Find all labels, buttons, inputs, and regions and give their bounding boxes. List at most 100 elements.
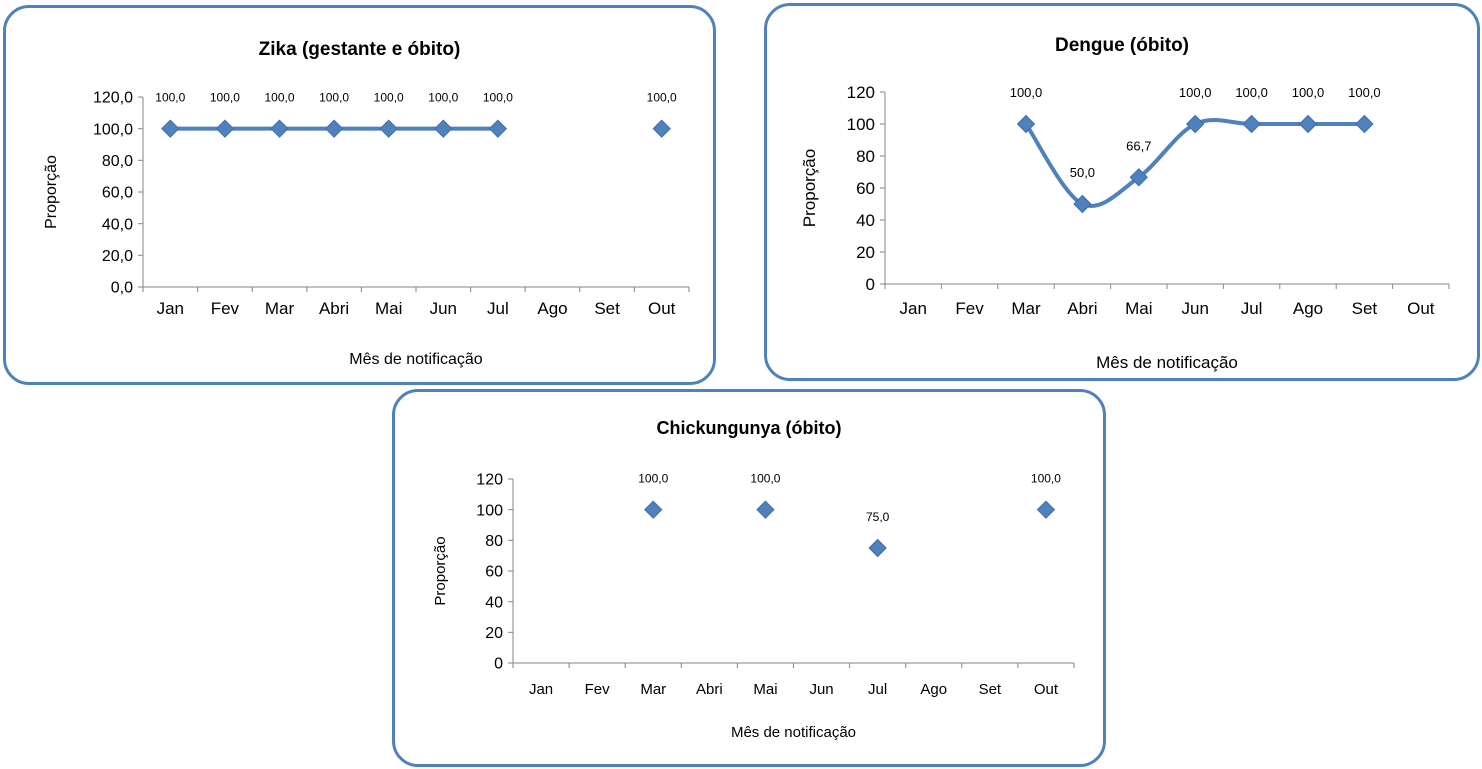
data-point-marker xyxy=(1298,114,1318,134)
x-tick-label: Mar xyxy=(265,299,295,318)
data-point-marker xyxy=(434,119,453,138)
y-axis-title: Proporção xyxy=(432,536,449,605)
data-label: 100,0 xyxy=(647,91,677,105)
x-tick-label: Set xyxy=(594,299,620,318)
x-tick-label: Mar xyxy=(1011,299,1041,318)
y-axis-title: Proporção xyxy=(800,149,819,227)
y-tick-label: 80,0 xyxy=(102,153,133,170)
data-label: 100,0 xyxy=(428,91,458,105)
x-tick-label: Mar xyxy=(640,681,666,698)
x-tick-label: Abri xyxy=(696,681,723,698)
chart-title: Dengue (óbito) xyxy=(1055,35,1189,56)
data-point-marker xyxy=(1073,194,1092,214)
data-label: 100,0 xyxy=(1010,85,1043,100)
y-tick-label: 20,0 xyxy=(102,248,133,265)
x-tick-label: Jun xyxy=(1181,299,1208,318)
data-point-marker xyxy=(324,119,344,138)
data-label: 66,7 xyxy=(1126,138,1151,153)
data-label: 100,0 xyxy=(638,472,668,486)
data-point-marker xyxy=(644,500,663,519)
y-tick-label: 40 xyxy=(485,594,503,611)
x-tick-label: Fev xyxy=(585,681,611,698)
x-tick-label: Mai xyxy=(753,681,777,698)
data-label: 100,0 xyxy=(1179,85,1212,100)
y-tick-label: 0 xyxy=(494,656,503,673)
data-label: 75,0 xyxy=(866,510,890,524)
data-point-marker xyxy=(1016,114,1036,134)
y-tick-label: 60 xyxy=(485,564,503,581)
y-tick-label: 0 xyxy=(866,275,875,294)
x-tick-label: Ago xyxy=(920,681,947,698)
y-tick-label: 120,0 xyxy=(93,90,133,107)
data-label: 100,0 xyxy=(1348,85,1381,100)
x-tick-label: Fev xyxy=(955,299,984,318)
y-tick-label: 40,0 xyxy=(102,216,133,233)
x-tick-label: Set xyxy=(979,681,1002,698)
data-point-marker xyxy=(1242,114,1261,134)
data-label: 100,0 xyxy=(750,472,780,486)
data-label: 100,0 xyxy=(1235,85,1268,100)
x-tick-label: Mai xyxy=(1125,299,1152,318)
data-point-marker xyxy=(868,538,887,558)
data-point-marker xyxy=(488,119,508,138)
data-label: 100,0 xyxy=(1292,85,1325,100)
chart-chickungunya: Chickungunya (óbito) 0 20 40 60 80 100 120 Jan Fe… xyxy=(432,418,1075,741)
data-label: 100,0 xyxy=(210,91,240,105)
x-tick-label: Mai xyxy=(375,299,402,318)
y-tick-label: 0,0 xyxy=(111,280,133,297)
x-tick-label: Jan xyxy=(529,681,553,698)
x-tick-label: Jan xyxy=(157,299,184,318)
y-axis-title: Proporção xyxy=(43,155,60,229)
x-tick-label: Ago xyxy=(1293,299,1323,318)
y-tick-label: 80 xyxy=(856,147,875,166)
chart-panel-chickungunya: Chickungunya (óbito) 0 20 40 60 80 100 120 Jan Fe… xyxy=(392,389,1106,767)
data-label: 50,0 xyxy=(1070,165,1095,180)
y-tick-label: 80 xyxy=(485,533,503,550)
chart-zika: Zika (gestante e óbito) 0,0 20,0 40,0 60,0 80… xyxy=(43,39,690,368)
x-axis-title: Mês de notificação xyxy=(1096,353,1238,372)
y-tick-label: 60 xyxy=(856,179,875,198)
x-tick-label: Jul xyxy=(1241,299,1263,318)
data-point-marker xyxy=(215,119,235,138)
chart-panel-zika: Zika (gestante e óbito) 0,0 20,0 40,0 60,0 80… xyxy=(3,5,716,385)
x-tick-label: Jul xyxy=(868,681,887,698)
x-tick-label: Out xyxy=(1407,299,1435,318)
y-tick-label: 120 xyxy=(847,83,875,102)
chart-title: Chickungunya (óbito) xyxy=(657,418,842,438)
y-tick-label: 20 xyxy=(485,625,503,642)
x-tick-label: Jan xyxy=(899,299,926,318)
data-point-marker xyxy=(1129,168,1149,187)
data-point-marker xyxy=(379,119,398,138)
y-tick-label: 20 xyxy=(856,243,875,262)
x-tick-label: Out xyxy=(648,299,676,318)
x-tick-label: Out xyxy=(1034,681,1059,698)
x-tick-label: Jun xyxy=(430,299,457,318)
data-point-marker xyxy=(1355,114,1374,134)
data-label: 100,0 xyxy=(155,91,185,105)
y-tick-label: 100,0 xyxy=(93,121,133,138)
x-tick-label: Fev xyxy=(211,299,240,318)
x-tick-label: Set xyxy=(1352,299,1378,318)
data-point-marker xyxy=(756,500,775,519)
y-tick-label: 100 xyxy=(847,115,875,134)
x-tick-label: Jul xyxy=(487,299,509,318)
x-tick-label: Ago xyxy=(537,299,567,318)
y-tick-label: 120 xyxy=(476,472,503,489)
data-label: 100,0 xyxy=(1031,472,1061,486)
data-point-marker xyxy=(161,119,180,138)
x-axis-title: Mês de notificação xyxy=(731,724,856,741)
y-tick-label: 40 xyxy=(856,211,875,230)
data-point-marker xyxy=(1036,500,1056,519)
x-tick-label: Jun xyxy=(809,681,833,698)
data-label: 100,0 xyxy=(319,91,349,105)
chart-panel-dengue: Dengue (óbito) 0 20 40 60 80 100 120 Jan Fev Mar Ab… xyxy=(764,3,1480,381)
x-axis-title: Mês de notificação xyxy=(349,351,483,368)
data-point-marker xyxy=(1185,114,1205,134)
data-point-marker xyxy=(270,119,289,138)
data-point-marker xyxy=(652,119,671,138)
data-label: 100,0 xyxy=(264,91,294,105)
data-label: 100,0 xyxy=(483,91,513,105)
x-tick-label: Abri xyxy=(319,299,349,318)
y-tick-label: 100 xyxy=(476,502,503,519)
chart-dengue: Dengue (óbito) 0 20 40 60 80 100 120 Jan Fev Mar Ab… xyxy=(800,35,1450,372)
